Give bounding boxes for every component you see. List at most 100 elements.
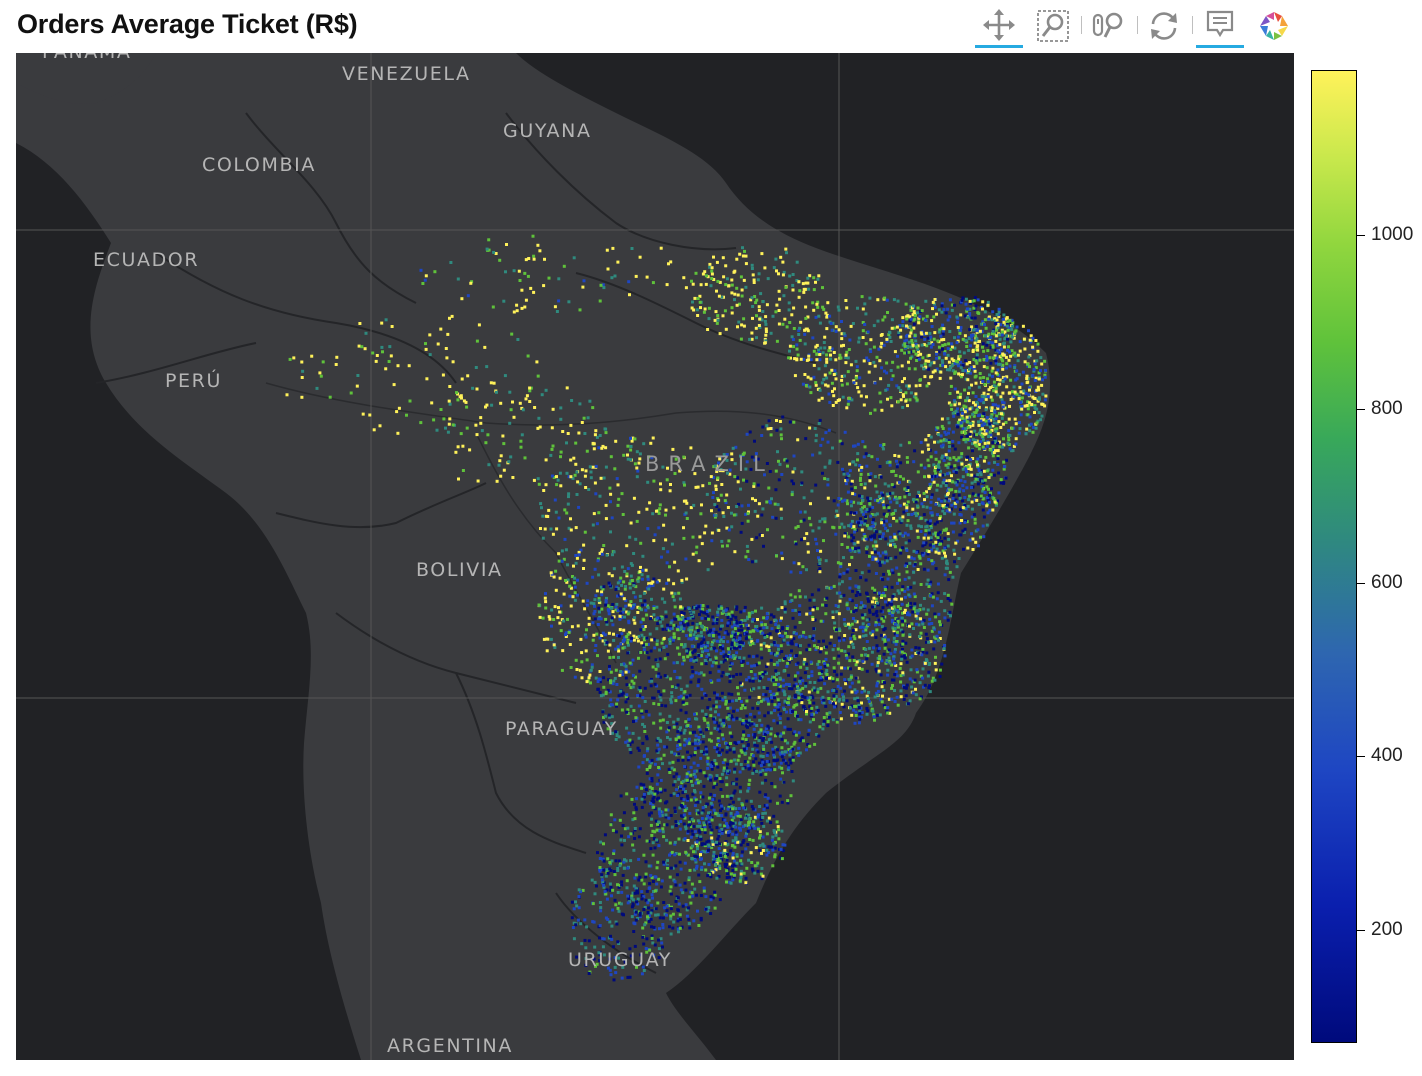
order-point — [924, 632, 928, 636]
order-point — [951, 444, 955, 448]
order-point — [920, 364, 924, 368]
order-point — [740, 739, 744, 743]
pan-tool-button[interactable] — [975, 4, 1023, 48]
order-point — [924, 438, 928, 442]
order-point — [742, 744, 746, 748]
order-point — [965, 309, 969, 313]
order-point — [1010, 318, 1014, 322]
order-point — [820, 670, 824, 673]
order-point — [777, 837, 781, 841]
order-point — [620, 708, 624, 712]
order-point — [1003, 377, 1007, 381]
order-point — [770, 643, 774, 647]
order-point — [858, 593, 862, 597]
order-point — [962, 351, 966, 355]
order-point — [1037, 377, 1041, 381]
order-point — [601, 710, 605, 714]
order-point — [690, 665, 694, 669]
order-point — [760, 821, 764, 825]
order-point — [1011, 390, 1014, 394]
map-plot[interactable]: PANAMA VENEZUELA GUYANA COLOMBIA ECUADOR… — [16, 53, 1294, 1060]
order-point — [1003, 465, 1006, 469]
order-point — [741, 659, 745, 663]
order-point — [944, 356, 948, 360]
order-point — [872, 360, 876, 364]
order-point — [970, 328, 973, 332]
order-point — [784, 750, 787, 754]
order-point — [910, 622, 914, 626]
order-point — [734, 762, 738, 766]
wheel-zoom-button[interactable] — [1085, 4, 1133, 48]
order-point — [778, 794, 782, 798]
order-point — [626, 651, 630, 655]
order-point — [717, 753, 721, 757]
order-point — [872, 345, 876, 349]
order-point — [938, 620, 942, 624]
order-point — [732, 782, 736, 786]
order-point — [783, 843, 787, 847]
order-point — [991, 448, 995, 452]
order-point — [663, 906, 667, 910]
order-point — [902, 477, 905, 481]
order-point — [863, 689, 866, 693]
order-point — [900, 650, 904, 654]
order-point — [1039, 356, 1043, 360]
order-point — [702, 823, 706, 827]
order-point — [616, 891, 620, 894]
order-point — [704, 747, 708, 751]
order-point — [903, 342, 907, 346]
order-point — [867, 646, 871, 650]
order-point — [666, 626, 670, 630]
order-point — [739, 869, 743, 873]
order-point — [850, 539, 854, 543]
order-point — [937, 433, 941, 437]
order-point — [659, 675, 663, 679]
order-point — [844, 654, 848, 657]
order-point — [630, 797, 634, 801]
order-point — [747, 813, 751, 817]
order-point — [693, 804, 697, 808]
order-point — [687, 820, 691, 824]
hover-tool-button[interactable] — [1196, 4, 1244, 48]
order-point — [785, 654, 788, 658]
order-point — [767, 702, 771, 706]
order-point — [766, 796, 770, 800]
order-point — [678, 676, 682, 680]
order-point — [936, 582, 940, 586]
order-point — [655, 684, 659, 688]
order-point — [1026, 377, 1030, 381]
order-point — [757, 739, 761, 743]
order-point — [652, 837, 656, 841]
order-point — [717, 874, 721, 878]
order-point — [886, 577, 890, 581]
order-point — [875, 669, 879, 673]
order-point — [976, 478, 980, 481]
order-point — [850, 610, 854, 614]
order-point — [975, 361, 979, 365]
order-point — [906, 486, 910, 490]
order-point — [927, 528, 931, 532]
bokeh-logo-link[interactable] — [1250, 4, 1298, 48]
order-point — [621, 824, 625, 827]
order-point — [802, 660, 806, 664]
box-zoom-button[interactable] — [1029, 4, 1077, 48]
order-point — [1041, 403, 1045, 406]
order-point — [1022, 389, 1026, 393]
order-point — [715, 876, 719, 880]
order-point — [980, 397, 984, 401]
order-point — [743, 760, 747, 763]
order-point — [686, 723, 690, 727]
order-point — [890, 618, 894, 622]
order-point — [977, 420, 980, 424]
order-point — [818, 358, 822, 362]
order-point — [771, 864, 775, 868]
order-point — [960, 462, 964, 466]
order-point — [889, 543, 892, 547]
reset-button[interactable] — [1140, 4, 1188, 48]
order-point — [888, 711, 892, 715]
order-point — [994, 385, 998, 389]
order-point — [657, 877, 661, 881]
order-point — [750, 664, 754, 668]
order-point — [847, 348, 851, 351]
order-point — [703, 825, 707, 829]
